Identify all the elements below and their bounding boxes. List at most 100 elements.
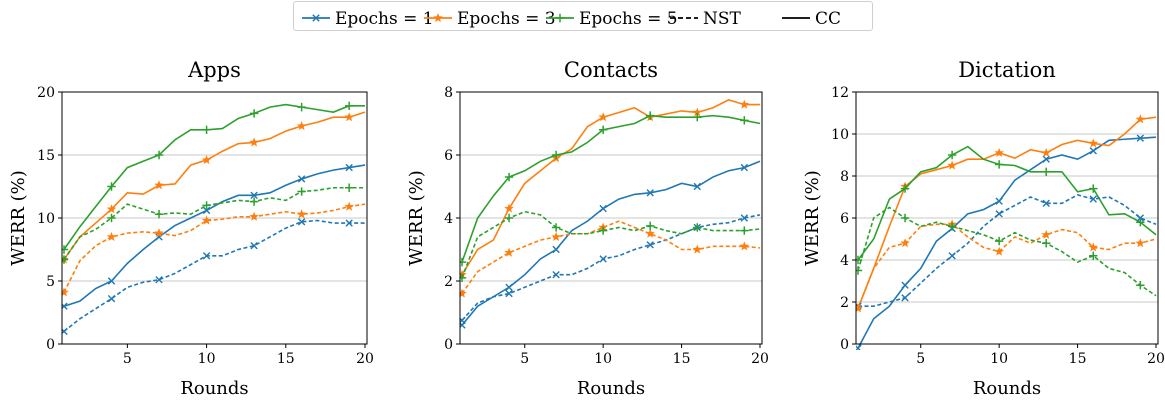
y-tick-label: 12 xyxy=(831,85,849,101)
data-point xyxy=(646,111,655,120)
chart-title: Contacts xyxy=(564,58,658,82)
data-point xyxy=(599,255,607,263)
y-axis-label: WERR (%) xyxy=(802,170,823,266)
data-point xyxy=(739,99,750,109)
data-point xyxy=(107,213,116,223)
data-point xyxy=(296,121,307,131)
series-cc-epochs-5 xyxy=(460,111,761,267)
data-point xyxy=(901,294,909,302)
data-point xyxy=(740,214,749,222)
x-tick-label: 10 xyxy=(198,351,216,367)
data-point xyxy=(646,241,654,249)
data-point xyxy=(154,210,164,219)
data-point xyxy=(552,245,560,254)
chart-title: Apps xyxy=(187,58,241,82)
series-nst-epochs-5 xyxy=(62,183,365,264)
data-point xyxy=(344,201,354,211)
y-tick-label: 0 xyxy=(840,337,849,353)
y-tick-label: 5 xyxy=(46,274,55,290)
series-nst-epochs-5 xyxy=(856,206,1157,297)
data-point xyxy=(994,147,1004,157)
data-point xyxy=(297,102,306,112)
series-cc-epochs-1 xyxy=(856,134,1157,350)
series-cc-epochs-3 xyxy=(460,99,760,279)
y-tick-label: 0 xyxy=(46,337,55,353)
data-point xyxy=(1041,229,1051,239)
x-axis-label: Rounds xyxy=(577,378,645,399)
x-tick-label: 5 xyxy=(520,351,529,367)
data-point xyxy=(344,112,354,122)
data-point xyxy=(505,283,513,291)
legend-item-nst: NST xyxy=(670,9,742,29)
data-point xyxy=(1089,251,1098,260)
series-line xyxy=(63,186,365,261)
data-point xyxy=(107,182,116,191)
data-point xyxy=(645,228,655,238)
data-point xyxy=(460,316,466,325)
data-point xyxy=(344,101,354,111)
series-line xyxy=(63,111,366,261)
data-point xyxy=(62,255,69,264)
data-point xyxy=(646,189,654,197)
data-point xyxy=(551,231,561,241)
y-tick-label: 2 xyxy=(444,274,453,290)
x-tick-label: 15 xyxy=(673,351,691,367)
series-line xyxy=(461,210,761,279)
data-point xyxy=(249,137,259,147)
data-point xyxy=(344,183,354,192)
data-point xyxy=(1042,239,1051,248)
series-nst-epochs-3 xyxy=(856,219,1157,313)
series-cc-epochs-5 xyxy=(62,101,365,254)
x-tick-label: 20 xyxy=(1147,351,1165,367)
data-point xyxy=(1136,134,1145,142)
data-point xyxy=(739,241,750,251)
data-point xyxy=(599,204,607,213)
series-nst-epochs-3 xyxy=(62,201,366,297)
data-point xyxy=(1136,281,1145,290)
series-cc-epochs-1 xyxy=(460,160,761,329)
series-line xyxy=(63,103,365,250)
y-tick-label: 6 xyxy=(444,148,453,164)
data-point xyxy=(994,236,1004,246)
data-point xyxy=(995,197,1003,205)
data-point xyxy=(693,113,702,122)
series-line xyxy=(461,114,761,263)
data-point xyxy=(551,223,561,232)
data-point xyxy=(1042,155,1050,163)
data-point xyxy=(552,271,560,279)
data-point xyxy=(460,273,467,283)
legend-item-epochs-3: Epochs = 3 xyxy=(424,9,556,29)
data-point xyxy=(250,191,258,200)
legend-item-cc: CC xyxy=(782,9,841,29)
data-point xyxy=(693,223,702,232)
y-tick-label: 15 xyxy=(37,148,55,164)
legend: Epochs = 1 Epochs = 3 Epochs = 5 NST CC xyxy=(293,1,873,31)
x-tick-label: 5 xyxy=(123,351,132,367)
data-point xyxy=(947,150,957,160)
legend-label: Epochs = 5 xyxy=(579,9,678,29)
x-tick-label: 15 xyxy=(277,351,295,367)
data-point xyxy=(297,175,306,183)
data-point xyxy=(1042,199,1050,207)
legend-label: Epochs = 3 xyxy=(457,9,556,29)
data-point xyxy=(62,302,68,310)
series-line xyxy=(461,99,760,276)
data-point xyxy=(1136,214,1145,222)
data-point xyxy=(62,245,69,254)
data-point xyxy=(1088,138,1099,148)
data-point xyxy=(154,228,164,238)
data-point xyxy=(62,287,69,297)
series-line xyxy=(857,116,1157,309)
legend-item-epochs-1: Epochs = 1 xyxy=(302,9,434,29)
y-tick-label: 10 xyxy=(831,127,849,143)
data-point xyxy=(249,109,259,118)
data-point xyxy=(1135,114,1146,124)
data-point xyxy=(250,242,258,250)
data-point xyxy=(202,206,211,215)
y-tick-label: 10 xyxy=(37,211,55,227)
x-tick-label: 10 xyxy=(990,351,1008,367)
y-tick-label: 4 xyxy=(444,211,453,227)
data-point xyxy=(1089,147,1097,155)
chart-title: Dictation xyxy=(958,58,1056,82)
